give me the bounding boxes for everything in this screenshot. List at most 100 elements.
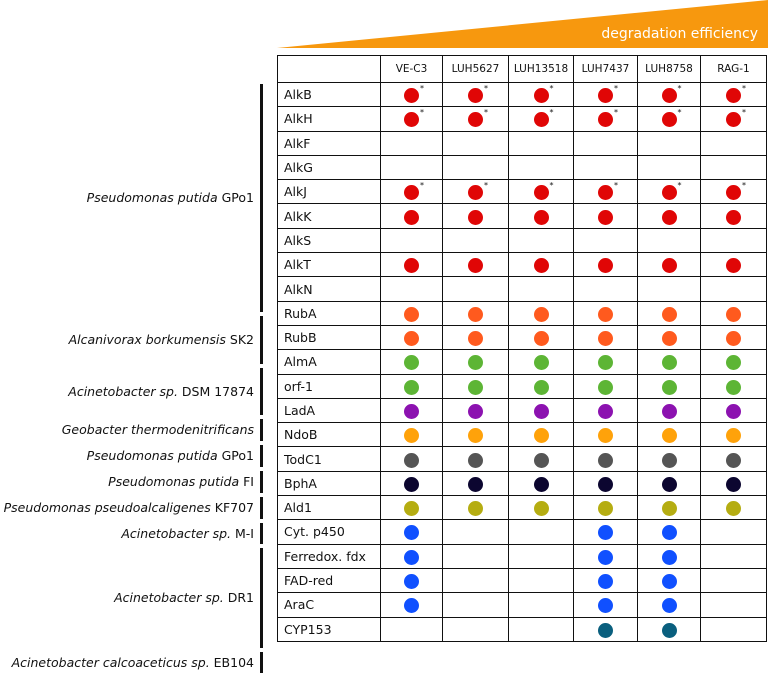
presence-dot [661,549,677,565]
asterisk-mark: * [420,108,424,118]
strain-name: EB104 [213,654,254,670]
presence-dot [468,428,483,444]
strain-name: FI [243,473,254,489]
presence-dot [598,428,613,444]
presence-cell [637,300,701,326]
presence-cell [573,422,638,448]
presence-dot [661,622,677,638]
asterisk-mark: * [549,181,554,191]
presence-dot [468,452,483,468]
presence-dot: * [533,181,554,201]
presence-cell [508,324,574,351]
presence-dot [598,598,613,614]
presence-cell [700,616,767,642]
presence-dot [598,331,613,347]
presence-cell [700,470,767,497]
presence-dot [598,574,613,590]
group-bracket [260,316,263,364]
presence-dot [533,428,549,444]
presence-dot: * [661,181,682,201]
group-bracket [260,522,263,545]
gene-row: AlmA [277,349,767,375]
presence-cell [573,446,638,472]
presence-cell [442,252,509,278]
presence-cell [442,324,509,351]
gene-name: AlkN [277,276,381,302]
gene-row: AlkS [277,227,767,254]
presence-cell [380,154,443,181]
asterisk-mark: * [614,181,618,191]
presence-cell [700,495,767,521]
presence-cell [637,252,701,278]
presence-cell [700,276,767,302]
presence-dot [404,404,419,419]
presence-dot [533,452,549,468]
species-name: Acinetobacter sp. [68,383,178,399]
strain-header: VE-C3 [380,55,443,83]
presence-dot: * [598,181,618,201]
presence-dot [661,331,677,347]
presence-cell [573,349,638,375]
presence-dot [468,209,483,225]
group-bracket [260,445,263,467]
corner-cell [277,55,381,83]
presence-dot: * [404,108,424,128]
presence-dot [598,452,613,468]
presence-cell [442,519,509,545]
presence-dot [468,404,483,419]
presence-dot: * [598,84,618,104]
presence-cell [442,616,509,642]
presence-cell [573,324,638,351]
presence-dot [404,525,419,541]
presence-cell [442,567,509,594]
presence-cell: * [380,81,443,108]
presence-dot [533,379,549,395]
presence-cell [380,616,443,642]
presence-cell [508,470,574,497]
presence-dot [598,622,613,638]
presence-dot [661,452,677,468]
presence-cell [573,495,638,521]
asterisk-mark: * [484,108,488,118]
presence-dot [726,258,741,274]
presence-dot [533,209,549,225]
presence-dot [598,501,613,517]
group-bracket [260,419,263,442]
strain-name: M-I [235,525,254,541]
presence-cell [573,373,638,399]
presence-dot [404,258,419,274]
strain-header: RAG-1 [700,55,767,83]
presence-cell [637,276,701,302]
presence-dot [726,209,741,225]
gene-row: CYP153 [277,616,767,642]
presence-cell [442,227,509,254]
presence-dot [404,355,419,371]
presence-cell [442,276,509,302]
asterisk-mark: * [614,108,618,118]
gene-row: AlkT [277,252,767,278]
presence-dot [726,404,741,419]
presence-dot: * [661,84,682,104]
gene-name: TodC1 [277,446,381,472]
presence-cell [380,203,443,229]
species-name: Acinetobacter calcoaceticus sp. [11,654,210,670]
gene-name: AlmA [277,349,381,375]
presence-cell [380,324,443,351]
presence-cell: * [637,81,701,108]
gene-row: orf-1 [277,373,767,399]
presence-dot [598,209,613,225]
presence-dot [661,598,677,614]
presence-dot: * [726,84,746,104]
gene-name: AlkJ [277,179,381,205]
presence-dot [726,428,741,444]
asterisk-mark: * [420,181,424,191]
presence-dot [533,404,549,419]
presence-cell [508,397,574,424]
presence-dot [468,258,483,274]
gene-row: NdoB [277,422,767,448]
gene-name: CYP153 [277,616,381,642]
presence-cell: * [637,106,701,132]
asterisk-mark: * [420,84,424,94]
gene-name: AlkK [277,203,381,229]
presence-cell [637,324,701,351]
